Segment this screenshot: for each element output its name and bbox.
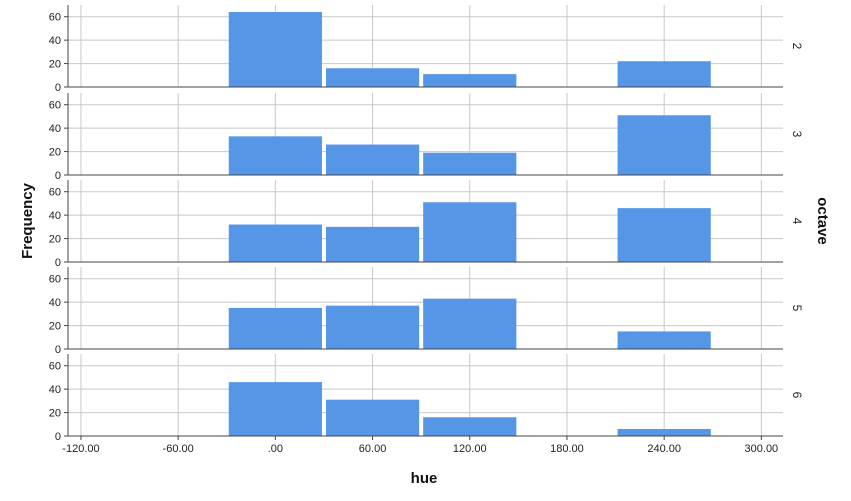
y-tick-label: 60 [49, 187, 61, 199]
bar-octave-6-bin-120 [423, 417, 517, 436]
y-tick-label: 0 [55, 82, 61, 94]
bar-octave-4-bin-0 [228, 224, 322, 262]
x-tick-label: .00 [268, 443, 283, 455]
panel-label-octave-4: 4 [790, 218, 804, 225]
y-axis-title: Frequency [19, 182, 36, 259]
y-tick-label: 20 [49, 408, 61, 420]
bar-octave-2-bin-0 [228, 12, 322, 87]
panel-label-octave-2: 2 [790, 43, 804, 50]
x-tick-label: 60.00 [359, 443, 387, 455]
y-tick-label: 60 [49, 100, 61, 112]
x-tick-label: 300.00 [745, 443, 779, 455]
panel-octave-4: 0 20 40 60 4 [49, 180, 804, 269]
bar-octave-2-bin-120 [423, 74, 517, 87]
bar-octave-6-bin-0 [228, 382, 322, 436]
y-tick-label: 0 [55, 257, 61, 269]
bar-octave-6-bin-60 [325, 399, 420, 436]
y-tick-label: 40 [49, 210, 61, 222]
y-tick-label: 40 [49, 35, 61, 47]
bar-octave-4-bin-120 [423, 202, 517, 262]
panel-octave-6: 0 20 40 60 6 [49, 354, 804, 443]
y-tick-label: 60 [49, 361, 61, 373]
panel-octave-5: 0 20 40 60 5 [49, 267, 804, 356]
y-tick-label: 40 [49, 123, 61, 135]
bar-octave-2-bin-60 [325, 68, 420, 87]
x-tick-label: 180.00 [550, 443, 584, 455]
bar-octave-3-bin-0 [228, 136, 322, 175]
y-tick-label: 0 [55, 431, 61, 443]
bar-octave-5-bin-120 [423, 298, 517, 349]
panel-label-octave-5: 5 [790, 305, 804, 312]
x-axis-title: hue [411, 470, 438, 487]
x-tick-label: 120.00 [453, 443, 487, 455]
bar-octave-3-bin-60 [325, 144, 420, 175]
panel-label-octave-3: 3 [790, 131, 804, 138]
y-tick-label: 20 [49, 147, 61, 159]
x-axis-ticks: -120.00 -60.00 .00 60.00 120.00 180.00 240.00 3… [62, 436, 778, 455]
panel-variable-title: octave [814, 197, 831, 245]
y-tick-label: 20 [49, 234, 61, 246]
y-tick-label: 40 [49, 384, 61, 396]
bar-octave-4-bin-60 [325, 226, 420, 262]
x-tick-label: 240.00 [647, 443, 681, 455]
bar-octave-5-bin-60 [325, 305, 420, 349]
panel-octave-3: 0 20 40 60 3 [49, 93, 804, 182]
bar-octave-2-bin-240 [617, 61, 711, 87]
x-tick-label: -60.00 [163, 443, 194, 455]
y-tick-label: 60 [49, 12, 61, 24]
y-tick-label: 60 [49, 274, 61, 286]
y-tick-label: 0 [55, 170, 61, 182]
y-tick-label: 40 [49, 297, 61, 309]
bar-octave-6-bin-240 [617, 428, 711, 436]
bar-octave-3-bin-240 [617, 115, 711, 175]
bar-octave-5-bin-0 [228, 308, 322, 349]
y-tick-label: 20 [49, 59, 61, 71]
x-tick-label: -120.00 [62, 443, 99, 455]
bar-octave-4-bin-240 [617, 208, 711, 262]
y-tick-label: 0 [55, 344, 61, 356]
y-tick-label: 20 [49, 321, 61, 333]
bar-octave-5-bin-240 [617, 331, 711, 349]
panel-octave-2: 0 20 40 60 2 [49, 5, 804, 94]
panel-label-octave-6: 6 [790, 392, 804, 399]
bar-octave-3-bin-120 [423, 152, 517, 175]
